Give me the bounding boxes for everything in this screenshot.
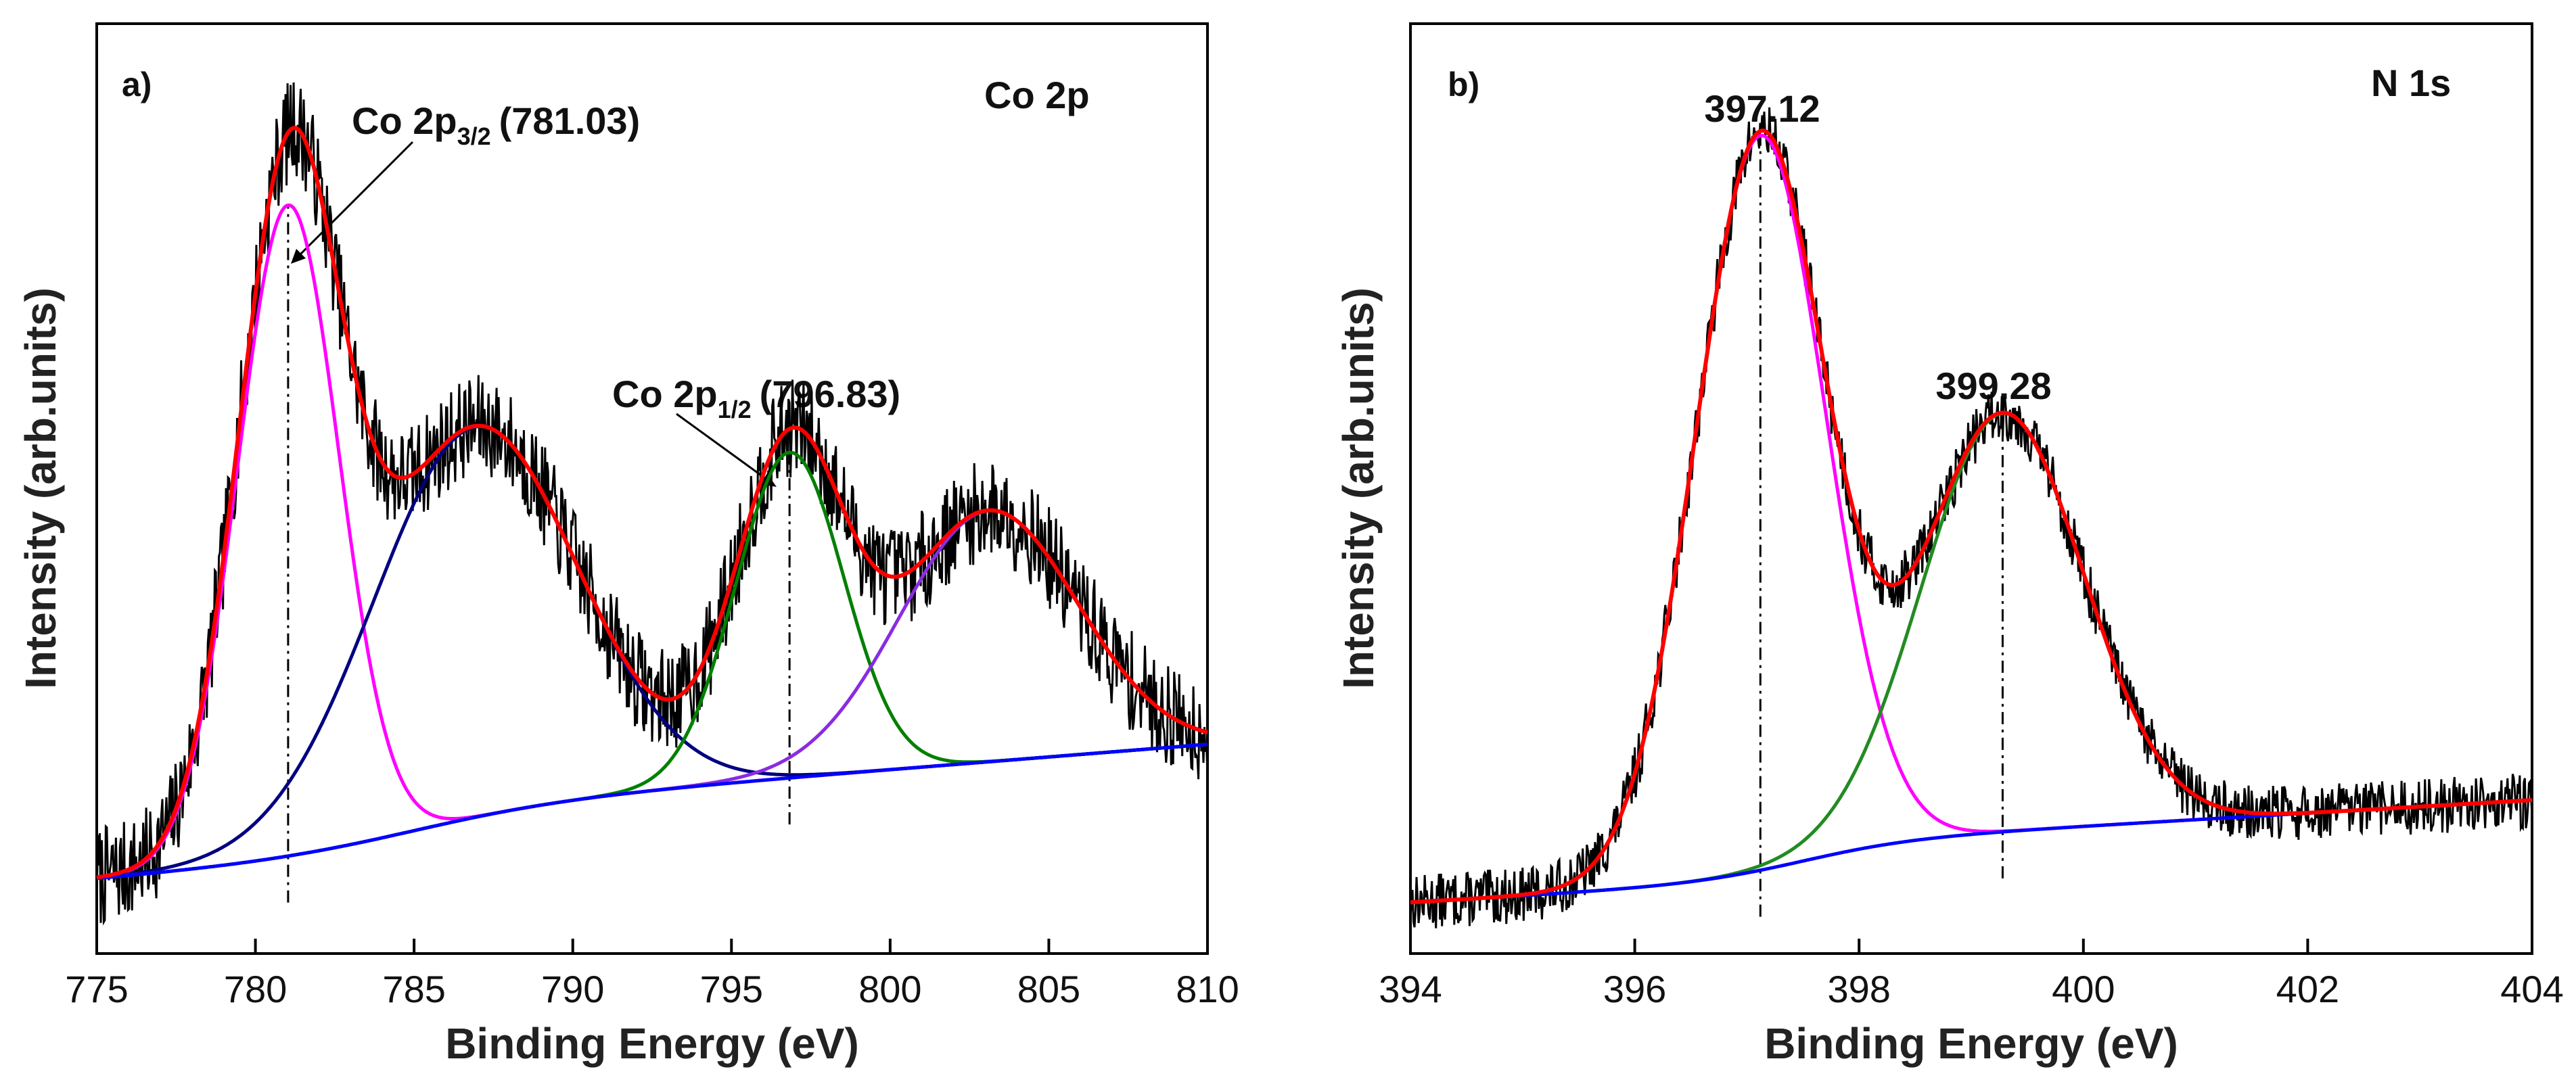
panel-b-x-tick-label-398: 398 (1827, 968, 1890, 1010)
panel-b-x-tick-label-404: 404 (2500, 968, 2563, 1010)
panel-a-annotation-co2p12: Co 2p1/2 (796.83) (612, 373, 900, 423)
panel-b-x-tick-label-394: 394 (1379, 968, 1442, 1010)
panel-b-lines (1759, 135, 2004, 917)
panel-a-x-tick-label-790: 790 (541, 968, 604, 1010)
panel-b-x-tick-label-402: 402 (2276, 968, 2339, 1010)
panel-a-x-ticks: 775 780 785 790 795 800 805 810 (65, 939, 1239, 1010)
panel-a-series-satellite-peak-1 (96, 424, 1208, 880)
panel-b-xlabel: Binding Energy (eV) (1764, 1019, 2178, 1068)
panel-a-co2p: a) Co 2p Co 2p3/2 (781.03) Co 2p1/2 (796.8… (16, 22, 1239, 1068)
panel-a-series-fitted-envelope (96, 126, 1208, 880)
panel-a-xlabel: Binding Energy (eV) (445, 1019, 859, 1068)
panel-a-x-tick-label-785: 785 (382, 968, 445, 1010)
panel-a-x-tick-label-775: 775 (65, 968, 128, 1010)
panel-a-x-tick-label-800: 800 (858, 968, 921, 1010)
panel-b-x-tick-label-396: 396 (1603, 968, 1666, 1010)
panel-a-series-raw-data (95, 82, 1209, 926)
panel-a-x-tick-label-795: 795 (700, 968, 763, 1010)
panel-a-x-tick-label-810: 810 (1176, 968, 1239, 1010)
panel-a-ylabel: Intensity (arb.units) (16, 287, 65, 689)
panel-a-arrowhead-co2p32 (291, 249, 306, 264)
panel-b-series-raw-data (1409, 107, 2533, 929)
panel-a-arrow-co2p12 (676, 413, 768, 482)
panel-a-arrow-co2p32 (296, 141, 414, 258)
panel-b-ylabel: Intensity (arb.units) (1334, 287, 1383, 689)
panel-b-plot-frame (1409, 22, 2533, 955)
panel-a-series-background (96, 743, 1208, 881)
panel-b-x-ticks: 394 396 398 400 402 404 (1379, 939, 2564, 1010)
panel-b-title: N 1s (2371, 62, 2451, 104)
panel-b-x-tick-label-400: 400 (2052, 968, 2115, 1010)
panel-b-series-n-1s-component-1 (1410, 133, 2533, 904)
panel-a-plot-frame (95, 22, 1209, 955)
panel-a-x-tick-label-805: 805 (1017, 968, 1080, 1010)
panel-b-label: b) (1448, 66, 1479, 103)
panel-a-x-tick-label-780: 780 (224, 968, 287, 1010)
panel-a-annotation-co2p32: Co 2p3/2 (781.03) (352, 99, 640, 150)
panel-b-series (1409, 107, 2533, 929)
panel-a-series (95, 82, 1209, 926)
panel-b-annotation-399: 399.28 (1935, 365, 2051, 407)
panel-a-title: Co 2p (984, 74, 1090, 116)
panel-a-label: a) (122, 66, 152, 103)
panel-b-series-fitted-envelope (1410, 128, 2533, 905)
panel-b-series-background (1410, 798, 2533, 904)
panel-a-lines (287, 205, 791, 903)
panel-b-n1s: b) N 1s 397.12 399.28 394 396 398 400 402 404… (1334, 22, 2564, 1068)
